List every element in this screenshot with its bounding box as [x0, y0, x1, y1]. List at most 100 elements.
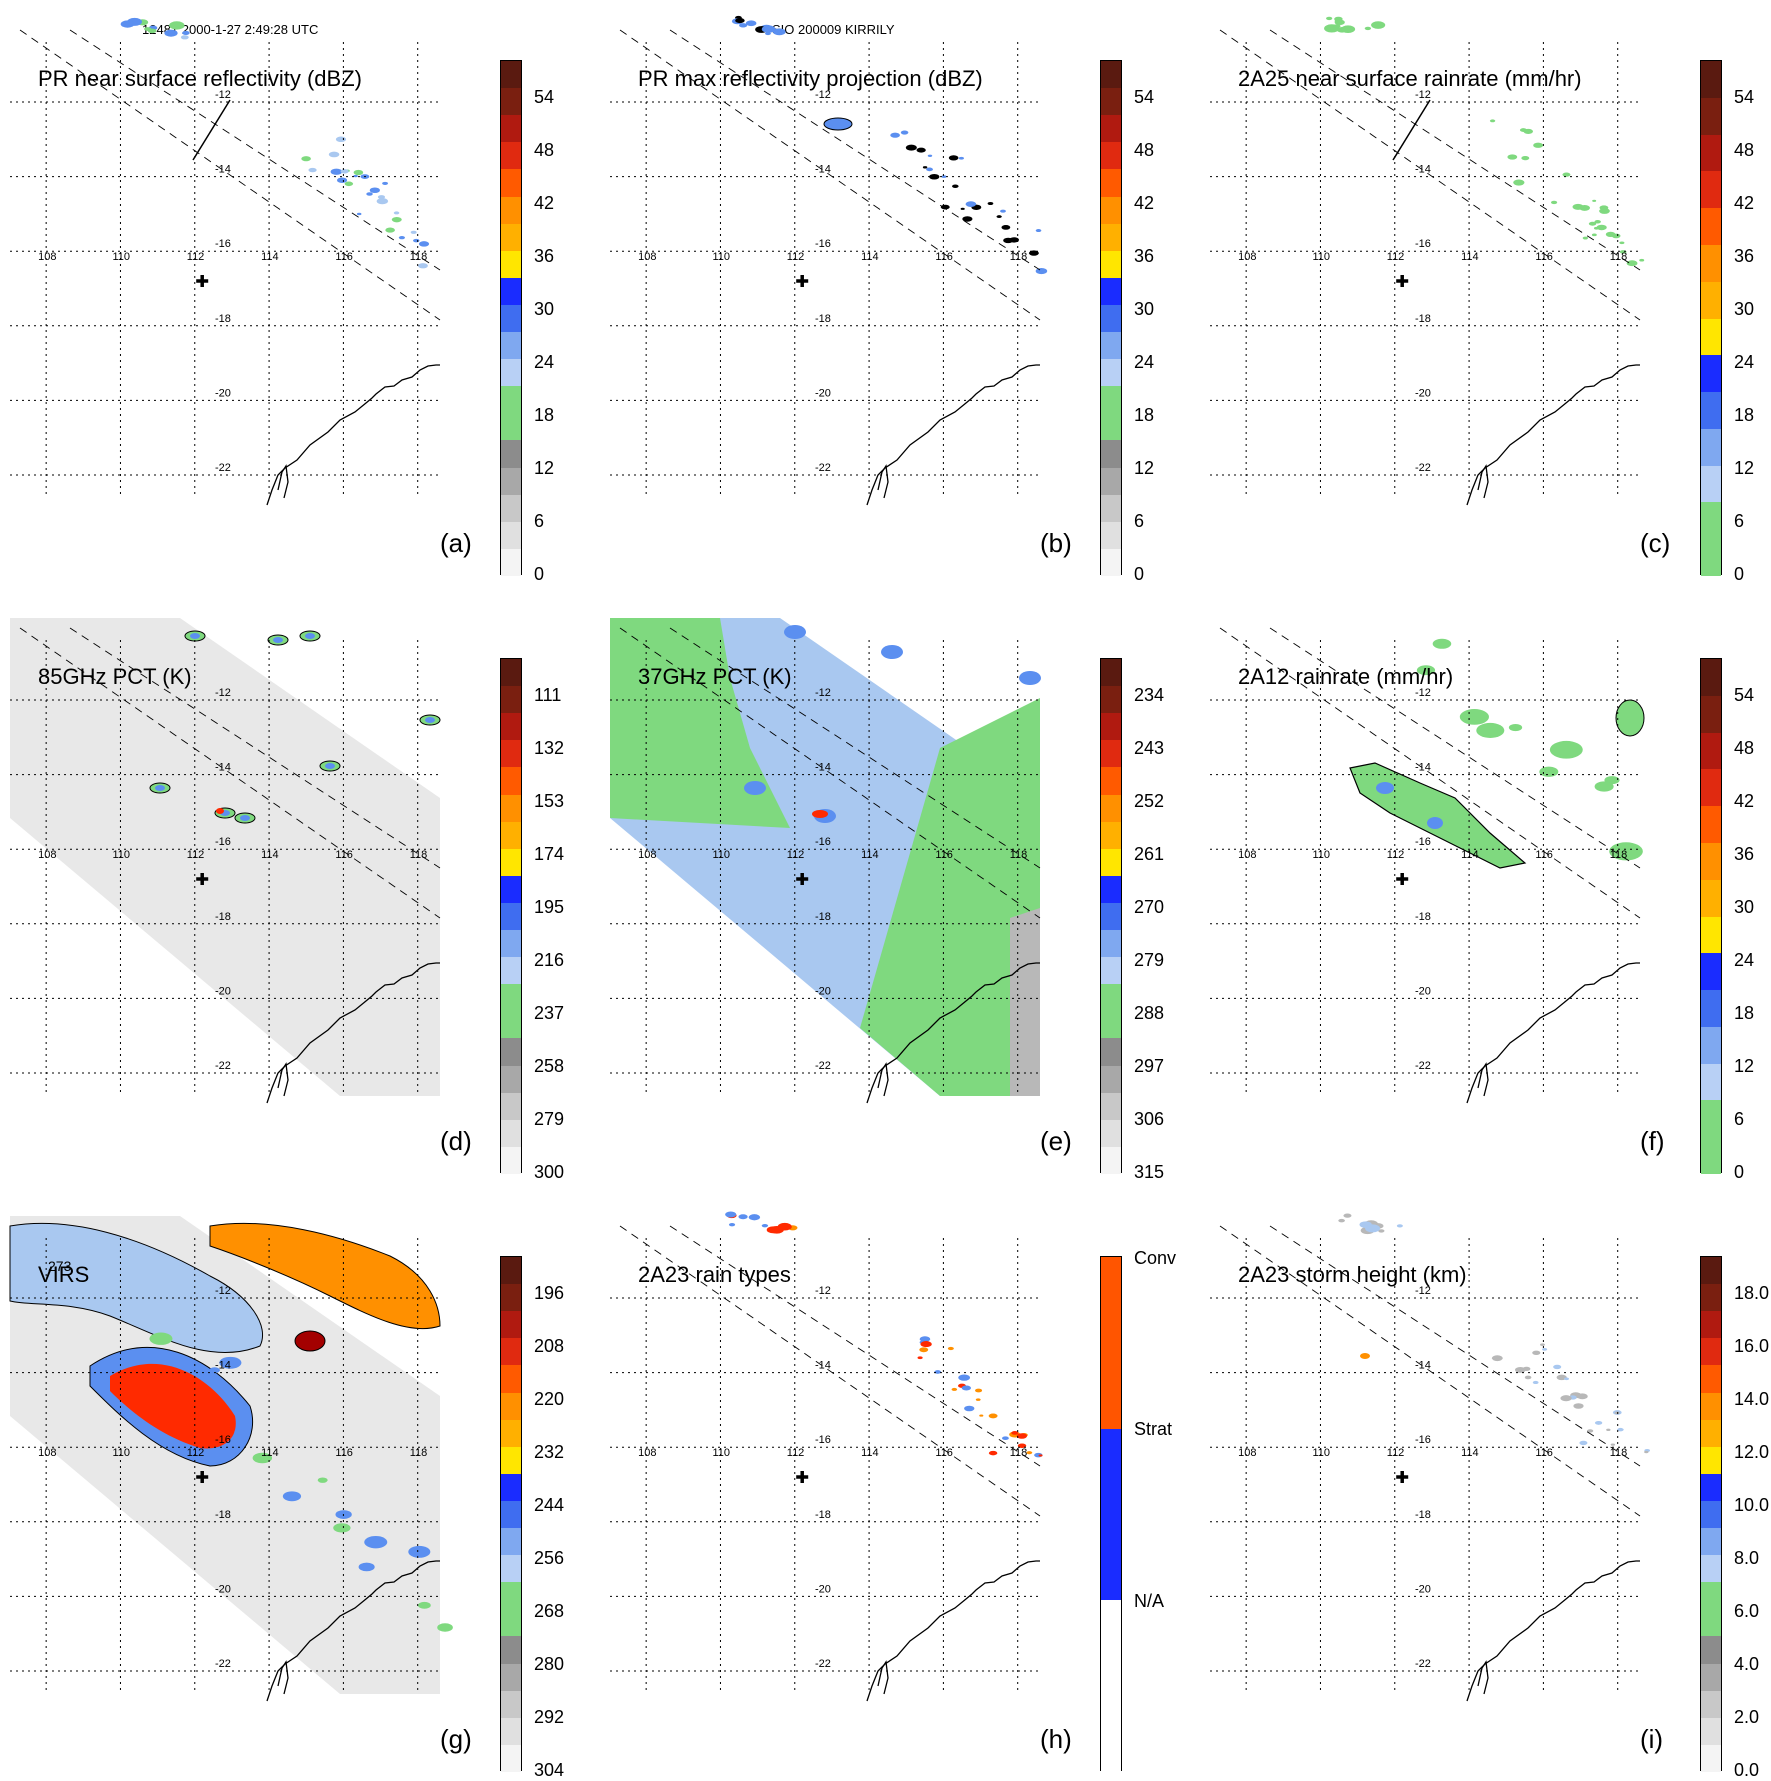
echo-cell	[385, 227, 395, 233]
lat-label: -12	[1415, 89, 1431, 101]
panel-d: -12 -14 -16 -18 -20 -22 108 110 112 114 116 118 85G…	[10, 618, 564, 1182]
lon-label: 110	[1312, 251, 1330, 263]
colorbar-segment	[1701, 134, 1721, 172]
colorbar-segment	[1701, 1311, 1721, 1339]
swath-edge	[1269, 627, 1641, 869]
lon-label: 118	[1010, 251, 1028, 263]
lat-label: -20	[215, 387, 231, 399]
colorbar-segment	[1101, 521, 1121, 550]
echo-cell	[772, 28, 786, 36]
echo-cell	[369, 187, 380, 194]
echo-cell	[1549, 740, 1583, 759]
echo-cell	[1371, 21, 1386, 29]
colorbar-segment	[1101, 1011, 1121, 1039]
coastline-peninsula	[277, 1660, 289, 1695]
echo-cell	[1524, 1375, 1532, 1380]
echo-cell	[353, 174, 358, 178]
lon-label: 114	[1461, 849, 1479, 861]
lon-label: 118	[1610, 251, 1628, 263]
pr-swath	[1219, 29, 1641, 321]
colorbar-tick-label: 18	[1734, 1003, 1755, 1023]
lon-label: 108	[1238, 1447, 1256, 1459]
echo-cell	[739, 23, 748, 28]
colorbar-segment	[501, 794, 521, 823]
colorbar-segment	[501, 88, 521, 116]
coastline	[266, 1560, 440, 1702]
echo-cell	[1596, 224, 1607, 231]
colorbar-tick-label: 36	[1734, 844, 1755, 864]
echo-cell	[1002, 1436, 1009, 1441]
echo-cell	[1542, 1347, 1548, 1351]
lon-label: 114	[861, 849, 879, 861]
lon-label: 110	[1312, 1447, 1330, 1459]
echo-cell	[1521, 156, 1530, 161]
panel-g: 273 -12 -14 -16 -18 -20 -22 108 110 112 114 116 118 …	[9, 1216, 564, 1780]
echo-cell	[1000, 209, 1006, 213]
colorbar-tick-label: 12	[1134, 458, 1155, 478]
echo-cell	[340, 169, 349, 174]
colorbar-tick-label: 18	[1734, 405, 1755, 425]
map-base	[1210, 1238, 1640, 1702]
echo-cell	[964, 1405, 975, 1412]
colorbar-tick-label: 14.0	[1734, 1389, 1770, 1409]
colorbar-tick-label: 244	[534, 1495, 565, 1515]
colorbar-segment	[501, 659, 521, 687]
colorbar-segment	[1701, 1744, 1721, 1773]
echo-cell	[927, 154, 933, 157]
swath-edge	[1219, 627, 1641, 919]
lat-label: -14	[1415, 1360, 1431, 1372]
echo-cell	[1340, 25, 1356, 33]
storm-center-marker	[196, 275, 209, 288]
storm-center-marker	[796, 1471, 809, 1484]
colorbar-segment	[1701, 806, 1721, 844]
echo-cell	[1564, 1377, 1569, 1381]
colorbar-segment	[1101, 413, 1121, 441]
echo-cell	[364, 1535, 388, 1549]
storm-center-marker	[796, 275, 809, 288]
echo-cell	[219, 1356, 242, 1369]
map-base	[1210, 42, 1640, 506]
colorbar-tick-label: 300	[534, 1162, 565, 1182]
swath-edge	[669, 29, 1041, 271]
lat-label: -14	[215, 164, 231, 176]
echo-cell	[1599, 205, 1609, 211]
colorbar-segment	[501, 1582, 521, 1610]
echo-cell	[418, 241, 430, 247]
colorbar-segment	[501, 875, 521, 904]
echo-cell	[725, 1211, 737, 1218]
echo-cell	[1614, 1411, 1620, 1415]
colorbar-tick-label: 279	[1134, 950, 1165, 970]
cross-section-line	[192, 99, 231, 161]
colorbar-segment	[501, 548, 521, 577]
colorbar-tick-label: N/A	[1134, 1591, 1165, 1611]
map-d: -12 -14 -16 -18 -20 -22 108 110 112 114 116 118	[10, 618, 441, 1104]
field-layer	[120, 17, 430, 269]
echo-cell	[1416, 665, 1436, 676]
swath-edge	[619, 1225, 1041, 1517]
cold-core	[305, 633, 315, 639]
lon-label: 108	[1238, 849, 1256, 861]
colorbar-segment	[1101, 1146, 1121, 1175]
colorbar-segment	[501, 223, 521, 252]
swath-edge	[1219, 1225, 1641, 1517]
lat-label: -22	[215, 1060, 231, 1072]
lat-label: -20	[1415, 387, 1431, 399]
colorbar-segment	[501, 740, 521, 768]
overlay: -12 -14 -16 -18 -20 -22 108 110 112 114 116 118	[1238, 1285, 1627, 1670]
cross-section-line	[1392, 99, 1431, 161]
rain-core	[1427, 817, 1443, 829]
echo-cell	[333, 1523, 351, 1533]
colorbar-tick-label: 234	[1134, 685, 1165, 705]
echo-cell	[905, 144, 917, 151]
panel-title: PR max reflectivity projection (dBZ)	[638, 66, 983, 91]
echo-cell	[1594, 1420, 1603, 1425]
panel-label: (g)	[440, 1724, 472, 1754]
echo-cell	[765, 31, 771, 36]
lat-label: -14	[815, 164, 831, 176]
colorbar-segment	[1701, 842, 1721, 881]
colorbar-tick-label: 2.0	[1734, 1707, 1760, 1727]
colorbar-segment	[501, 930, 521, 958]
overlay: -12 -14 -16 -18 -20 -22 108 110 112 114 116 118	[1238, 687, 1627, 1072]
lon-label: 108	[638, 251, 656, 263]
echo-cell	[1619, 241, 1625, 245]
